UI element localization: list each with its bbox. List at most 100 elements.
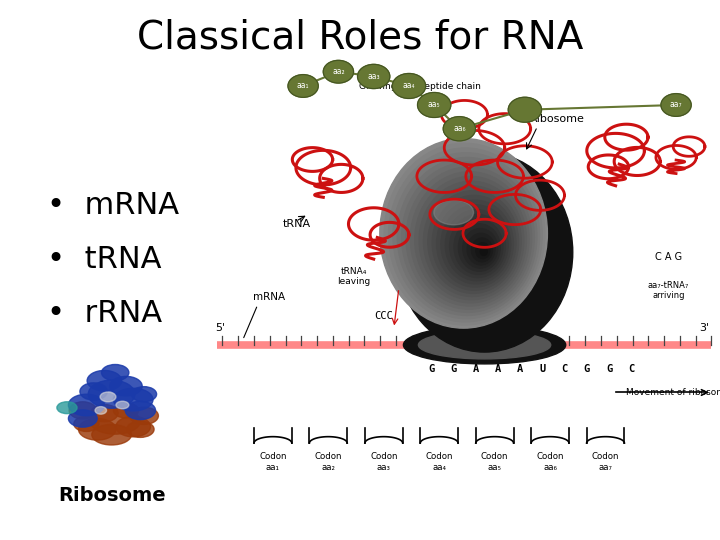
Text: Codon
aa₁: Codon aa₁ [259,452,287,471]
Ellipse shape [459,224,500,271]
Ellipse shape [95,407,107,414]
Ellipse shape [403,326,566,364]
Ellipse shape [380,139,547,328]
Ellipse shape [69,402,96,419]
Ellipse shape [92,424,132,445]
Ellipse shape [661,93,691,116]
Text: 3': 3' [698,323,708,333]
Text: A: A [495,364,501,374]
Text: aa₁: aa₁ [297,82,310,91]
Text: C: C [628,364,634,374]
Ellipse shape [454,219,503,274]
Text: G: G [451,364,457,374]
Text: Ribosome: Ribosome [58,486,166,505]
Text: tRNA: tRNA [283,219,311,229]
Ellipse shape [428,191,518,293]
Ellipse shape [445,210,508,281]
Text: aa₂: aa₂ [332,67,345,76]
Ellipse shape [57,402,77,414]
Text: Codon
aa₄: Codon aa₄ [426,452,453,471]
Ellipse shape [441,205,510,284]
Ellipse shape [463,228,498,268]
Ellipse shape [100,392,116,402]
Text: mRNA: mRNA [253,292,285,302]
Ellipse shape [358,64,390,89]
Text: •  tRNA: • tRNA [47,245,161,274]
Ellipse shape [87,370,122,391]
Ellipse shape [402,162,534,312]
Text: tRNA₄
leaving: tRNA₄ leaving [337,267,370,286]
Ellipse shape [410,172,529,306]
Text: •  rRNA: • rRNA [47,299,162,328]
Text: Codon
aa₇: Codon aa₇ [592,452,619,471]
Text: U: U [539,364,546,374]
Ellipse shape [113,403,138,418]
Ellipse shape [127,421,154,437]
Ellipse shape [467,233,495,265]
Ellipse shape [68,410,97,427]
Ellipse shape [472,238,492,262]
Ellipse shape [68,394,104,416]
Ellipse shape [392,73,426,98]
Text: aa₃: aa₃ [367,72,380,81]
Text: aa₇-tRNA₇
arriving: aa₇-tRNA₇ arriving [648,281,689,300]
Ellipse shape [432,195,516,290]
Ellipse shape [91,404,118,422]
Ellipse shape [132,387,157,402]
Text: aa₇: aa₇ [670,100,683,110]
Ellipse shape [393,153,539,319]
Text: A: A [473,364,479,374]
Text: CCC: CCC [374,312,393,321]
Ellipse shape [418,92,451,117]
Ellipse shape [480,247,487,255]
Text: Growing polypeptide chain: Growing polypeptide chain [359,82,480,91]
Text: aa₅: aa₅ [428,100,441,110]
Text: Codon
aa₆: Codon aa₆ [536,452,564,471]
Ellipse shape [389,148,542,322]
Text: 5': 5' [215,323,225,333]
Ellipse shape [88,380,135,408]
Ellipse shape [73,416,99,431]
Ellipse shape [78,418,116,440]
Text: Codon
aa₅: Codon aa₅ [481,452,508,471]
Ellipse shape [415,177,526,303]
Ellipse shape [406,167,531,309]
Text: aa₄: aa₄ [402,82,415,91]
Text: G: G [606,364,612,374]
Ellipse shape [109,376,142,396]
Text: G: G [584,364,590,374]
Ellipse shape [508,97,541,122]
Ellipse shape [116,401,129,409]
Ellipse shape [125,401,156,420]
Ellipse shape [80,383,107,400]
Text: A: A [517,364,523,374]
Ellipse shape [423,186,521,296]
Text: G: G [428,364,435,374]
Ellipse shape [102,364,129,381]
Ellipse shape [130,407,158,424]
Text: Ribosome: Ribosome [530,114,585,124]
Text: C: C [562,364,568,374]
Ellipse shape [434,200,474,225]
Ellipse shape [476,243,490,259]
Ellipse shape [450,214,505,278]
Ellipse shape [397,158,537,315]
Ellipse shape [384,143,545,325]
Ellipse shape [90,408,140,434]
Ellipse shape [397,152,573,352]
Text: Codon
aa₂: Codon aa₂ [315,452,342,471]
Ellipse shape [288,75,318,97]
Ellipse shape [444,117,475,141]
Ellipse shape [323,60,354,83]
Ellipse shape [116,416,150,437]
Text: Classical Roles for RNA: Classical Roles for RNA [137,19,583,57]
Text: Codon
aa₃: Codon aa₃ [370,452,397,471]
Text: Movement of ribosome: Movement of ribosome [626,388,720,397]
Ellipse shape [418,331,551,359]
Text: C A G: C A G [655,252,682,262]
Text: aa₆: aa₆ [453,124,466,133]
Ellipse shape [114,388,153,411]
Text: •  mRNA: • mRNA [47,191,179,220]
Ellipse shape [419,181,524,300]
Ellipse shape [436,200,513,287]
